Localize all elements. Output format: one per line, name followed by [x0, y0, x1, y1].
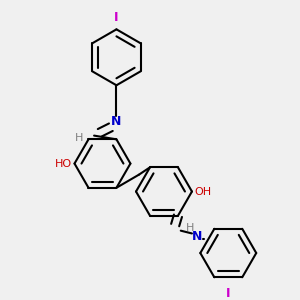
Text: I: I	[226, 286, 230, 300]
Text: OH: OH	[195, 187, 212, 196]
Text: HO: HO	[55, 159, 72, 169]
Text: I: I	[114, 11, 119, 24]
Text: H: H	[186, 223, 195, 233]
Text: N: N	[192, 230, 203, 243]
Text: H: H	[74, 134, 83, 143]
Text: N: N	[111, 115, 122, 128]
